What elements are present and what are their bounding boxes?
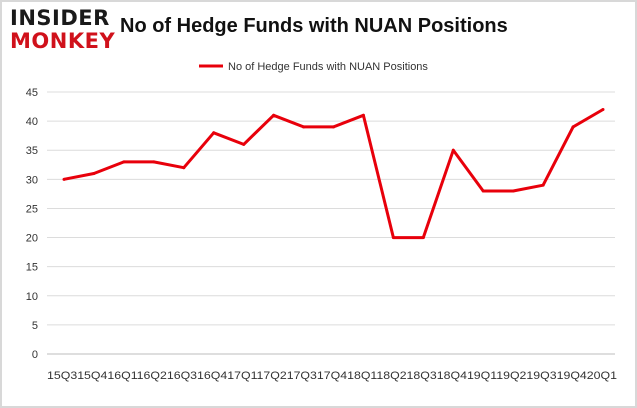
data-point-2017Q2 bbox=[272, 113, 276, 117]
data-point-2016Q4 bbox=[212, 131, 216, 135]
data-point-2017Q1 bbox=[242, 142, 246, 146]
y-tick-label-0: 0 bbox=[32, 349, 38, 361]
data-point-2017Q4 bbox=[332, 125, 335, 129]
x-axis-tick-labels: 15Q315Q416Q116Q216Q316Q417Q117Q217Q317Q4… bbox=[47, 370, 617, 382]
y-axis-ticks: 0 5 10 15 20 25 30 35 40 45 bbox=[26, 87, 38, 361]
data-point-2019Q4 bbox=[571, 125, 575, 129]
data-point-2015Q3 bbox=[62, 177, 66, 181]
logo-text-bottom: MONKEY bbox=[10, 29, 116, 53]
data-point-2018Q1 bbox=[361, 113, 365, 117]
data-point-2019Q3 bbox=[541, 183, 545, 187]
data-point-2016Q2 bbox=[152, 160, 156, 164]
y-tick-label-30: 30 bbox=[26, 174, 38, 186]
data-point-2018Q2 bbox=[391, 236, 395, 240]
y-tick-label-15: 15 bbox=[26, 262, 38, 274]
data-point-2018Q3 bbox=[421, 236, 425, 240]
y-tick-label-45: 45 bbox=[26, 87, 38, 99]
grid-lines bbox=[47, 91, 615, 355]
data-point-2019Q2 bbox=[511, 189, 515, 193]
y-tick-label-40: 40 bbox=[26, 116, 38, 128]
chart-title: No of Hedge Funds with NUAN Positions bbox=[120, 15, 508, 37]
legend: No of Hedge Funds with NUAN Positions bbox=[199, 61, 428, 73]
data-point-2017Q3 bbox=[302, 125, 306, 129]
data-point-2016Q3 bbox=[182, 166, 186, 170]
data-point-2016Q1 bbox=[122, 160, 126, 164]
series-points bbox=[62, 107, 605, 240]
insider-monkey-logo: INSIDER MONKEY bbox=[10, 4, 120, 56]
logo-text-top: INSIDER bbox=[10, 6, 110, 30]
y-tick-label-25: 25 bbox=[26, 203, 38, 215]
data-point-2018Q4 bbox=[451, 148, 455, 152]
legend-label: No of Hedge Funds with NUAN Positions bbox=[228, 61, 428, 73]
series-line bbox=[63, 108, 604, 240]
data-point-2015Q4 bbox=[92, 172, 96, 176]
y-tick-label-20: 20 bbox=[26, 233, 38, 245]
data-point-2019Q1 bbox=[481, 189, 485, 193]
y-tick-label-35: 35 bbox=[26, 145, 38, 157]
data-point-2020Q1 bbox=[601, 107, 605, 111]
y-tick-label-5: 5 bbox=[32, 320, 38, 332]
y-tick-label-10: 10 bbox=[26, 291, 38, 303]
